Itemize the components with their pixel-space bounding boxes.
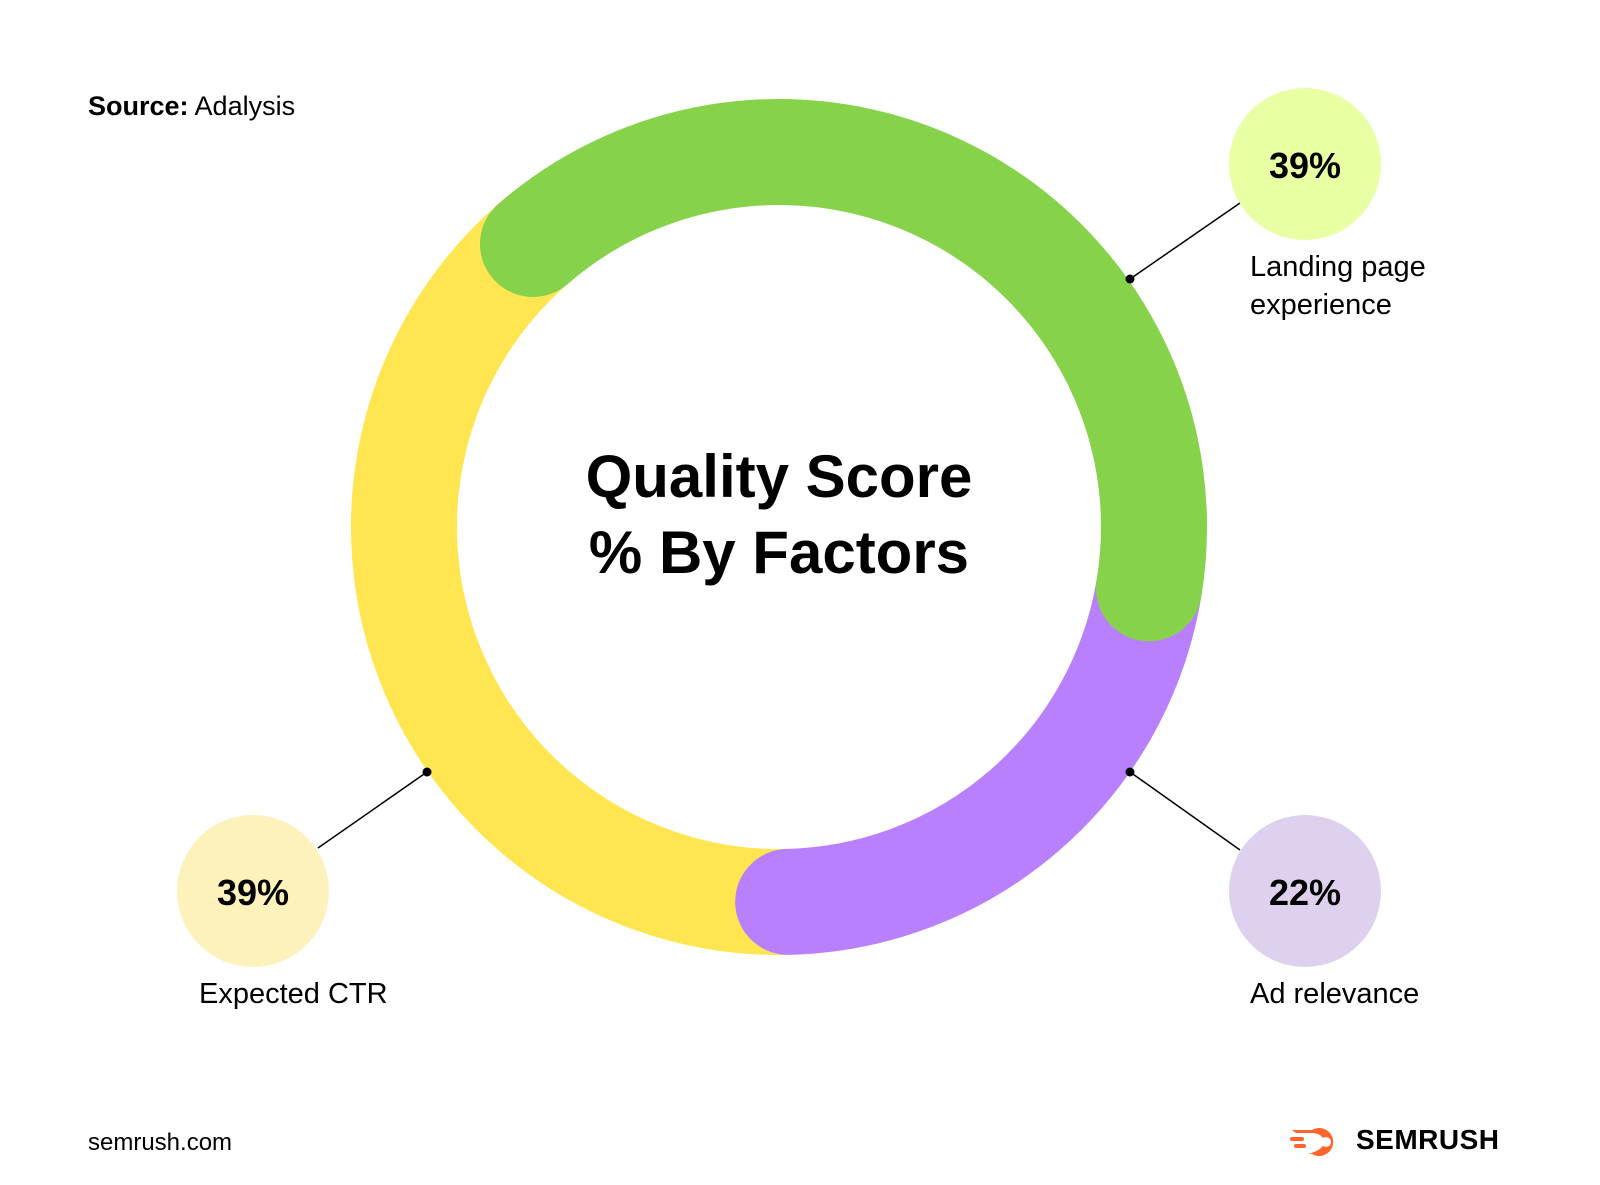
- leader-line-ctr: [317, 771, 428, 849]
- label-expected-ctr: Expected CTR: [199, 975, 459, 1013]
- source-value: Adalysis: [194, 91, 296, 121]
- leader-line-ad: [1129, 771, 1241, 851]
- label-landing-line-1: Landing page: [1250, 251, 1426, 283]
- label-ctr-line-1: Expected CTR: [199, 978, 388, 1010]
- bubble-ad-relevance: [1229, 815, 1381, 967]
- label-ad-line-1: Ad relevance: [1250, 978, 1420, 1010]
- bubble-landing: [1229, 88, 1381, 240]
- chart-title-line-1: Quality Score: [586, 443, 973, 510]
- bubble-expected-ctr: [177, 815, 329, 967]
- segment-ad-relevance: [735, 535, 1202, 955]
- pct-ad-relevance: 22%: [1269, 872, 1341, 913]
- segment-expected-ctr: [351, 190, 842, 955]
- brand-logo: SEMRUSH: [1290, 1124, 1500, 1156]
- label-landing-line-2: experience: [1250, 289, 1392, 321]
- semrush-flame-icon: [1290, 1128, 1334, 1156]
- chart-title-line-2: % By Factors: [589, 519, 969, 586]
- footer-site: semrush.com: [88, 1129, 233, 1156]
- leader-dot-ctr: [422, 767, 432, 777]
- pct-landing: 39%: [1269, 145, 1341, 186]
- leader-line-landing: [1129, 202, 1241, 280]
- label-ad-relevance: Ad relevance: [1250, 975, 1510, 1013]
- pct-expected-ctr: 39%: [217, 872, 289, 913]
- label-landing-page: Landing page experience: [1250, 248, 1510, 324]
- source-note: Source: Adalysis: [88, 88, 295, 124]
- brand-name: SEMRUSH: [1356, 1124, 1500, 1155]
- leader-dot-landing: [1125, 274, 1135, 284]
- leader-dot-ad: [1125, 767, 1135, 777]
- segment-landing-page: [479, 99, 1207, 642]
- source-label: Source:: [88, 91, 189, 121]
